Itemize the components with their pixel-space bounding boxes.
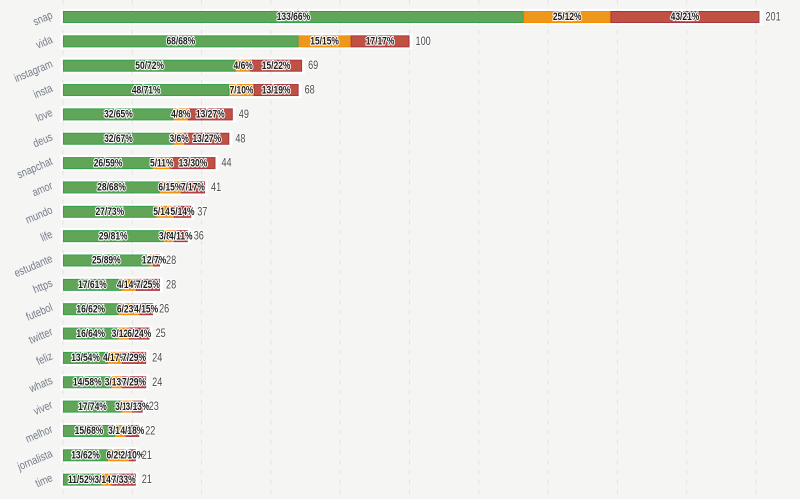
svg-text:13/19%: 13/19% <box>262 84 291 96</box>
svg-text:4/14%: 4/14% <box>117 279 141 291</box>
svg-text:1/4%: 1/4% <box>142 255 162 267</box>
svg-text:7/17%: 7/17% <box>181 182 205 194</box>
svg-text:24: 24 <box>152 376 162 390</box>
svg-text:4/8%: 4/8% <box>171 109 191 121</box>
svg-text:13/30%: 13/30% <box>179 157 208 169</box>
svg-text:49: 49 <box>239 108 249 122</box>
svg-text:41: 41 <box>211 181 221 195</box>
svg-text:15/22%: 15/22% <box>262 60 291 72</box>
svg-text:28: 28 <box>166 278 176 292</box>
svg-text:16/62%: 16/62% <box>76 303 105 315</box>
svg-text:28: 28 <box>166 254 176 268</box>
svg-text:13/27%: 13/27% <box>192 133 221 145</box>
svg-text:25: 25 <box>156 327 166 341</box>
svg-text:21: 21 <box>142 473 152 487</box>
svg-text:life: life <box>39 229 55 245</box>
svg-text:3/14%: 3/14% <box>94 474 118 486</box>
svg-text:4/11%: 4/11% <box>169 230 193 242</box>
svg-text:6/15%: 6/15% <box>158 182 182 194</box>
svg-text:69: 69 <box>308 59 318 73</box>
svg-text:133/66%: 133/66% <box>277 11 311 23</box>
svg-text:2/7%: 2/7% <box>147 255 167 267</box>
svg-text:5/11%: 5/11% <box>150 157 174 169</box>
svg-text:50/72%: 50/72% <box>135 60 164 72</box>
svg-text:32/67%: 32/67% <box>104 133 133 145</box>
svg-text:3/12%: 3/12% <box>112 328 136 340</box>
svg-text:32/65%: 32/65% <box>104 109 133 121</box>
svg-text:3/8%: 3/8% <box>159 230 179 242</box>
svg-text:15/68%: 15/68% <box>75 425 104 437</box>
svg-text:23: 23 <box>149 400 159 414</box>
svg-text:3/13%: 3/13% <box>126 401 150 413</box>
svg-text:15/15%: 15/15% <box>310 36 339 48</box>
svg-text:43/21%: 43/21% <box>671 11 700 23</box>
svg-text:17/74%: 17/74% <box>78 401 107 413</box>
svg-text:25/89%: 25/89% <box>92 255 121 267</box>
svg-text:2/10%: 2/10% <box>120 450 144 462</box>
svg-text:37: 37 <box>197 205 207 219</box>
svg-text:4/17%: 4/17% <box>103 352 127 364</box>
svg-text:11/52%: 11/52% <box>68 474 96 486</box>
svg-text:28/68%: 28/68% <box>97 182 126 194</box>
svg-text:22: 22 <box>145 424 155 438</box>
svg-text:68: 68 <box>305 83 315 97</box>
svg-text:14/58%: 14/58% <box>73 376 102 388</box>
svg-text:201: 201 <box>765 10 780 24</box>
svg-text:7/29%: 7/29% <box>122 376 146 388</box>
svg-text:17/17%: 17/17% <box>366 36 395 48</box>
svg-text:24: 24 <box>152 351 162 365</box>
svg-text:7/25%: 7/25% <box>136 279 160 291</box>
svg-text:26/59%: 26/59% <box>94 157 123 169</box>
svg-text:4/18%: 4/18% <box>120 425 144 437</box>
svg-text:13/54%: 13/54% <box>71 352 100 364</box>
svg-text:3/14%: 3/14% <box>108 425 132 437</box>
svg-text:5/14%: 5/14% <box>153 206 177 218</box>
svg-text:3/6%: 3/6% <box>169 133 189 145</box>
svg-text:7/10%: 7/10% <box>229 84 253 96</box>
svg-text:36: 36 <box>194 230 204 244</box>
svg-text:16/64%: 16/64% <box>76 328 105 340</box>
svg-text:6/24%: 6/24% <box>127 328 151 340</box>
svg-text:17/61%: 17/61% <box>78 279 107 291</box>
svg-text:25/12%: 25/12% <box>553 11 582 23</box>
svg-text:44: 44 <box>221 156 231 170</box>
svg-text:feliz: feliz <box>35 351 55 369</box>
svg-text:3/13%: 3/13% <box>105 376 129 388</box>
svg-text:13/27%: 13/27% <box>196 109 225 121</box>
svg-text:48: 48 <box>235 132 245 146</box>
svg-text:4/15%: 4/15% <box>134 303 158 315</box>
svg-text:6/23%: 6/23% <box>117 303 141 315</box>
svg-text:100: 100 <box>416 35 431 49</box>
svg-text:68/68%: 68/68% <box>166 36 195 48</box>
svg-text:3/13%: 3/13% <box>115 401 139 413</box>
svg-text:27/73%: 27/73% <box>95 206 124 218</box>
svg-text:21: 21 <box>142 449 152 463</box>
svg-text:4/6%: 4/6% <box>234 60 254 72</box>
svg-text:7/29%: 7/29% <box>122 352 146 364</box>
svg-text:7/33%: 7/33% <box>112 474 136 486</box>
svg-text:26: 26 <box>159 303 169 317</box>
svg-text:5/14%: 5/14% <box>171 206 195 218</box>
svg-text:48/71%: 48/71% <box>132 84 161 96</box>
svg-text:6/29%: 6/29% <box>106 450 130 462</box>
svg-text:29/81%: 29/81% <box>99 230 128 242</box>
svg-text:13/62%: 13/62% <box>71 450 100 462</box>
